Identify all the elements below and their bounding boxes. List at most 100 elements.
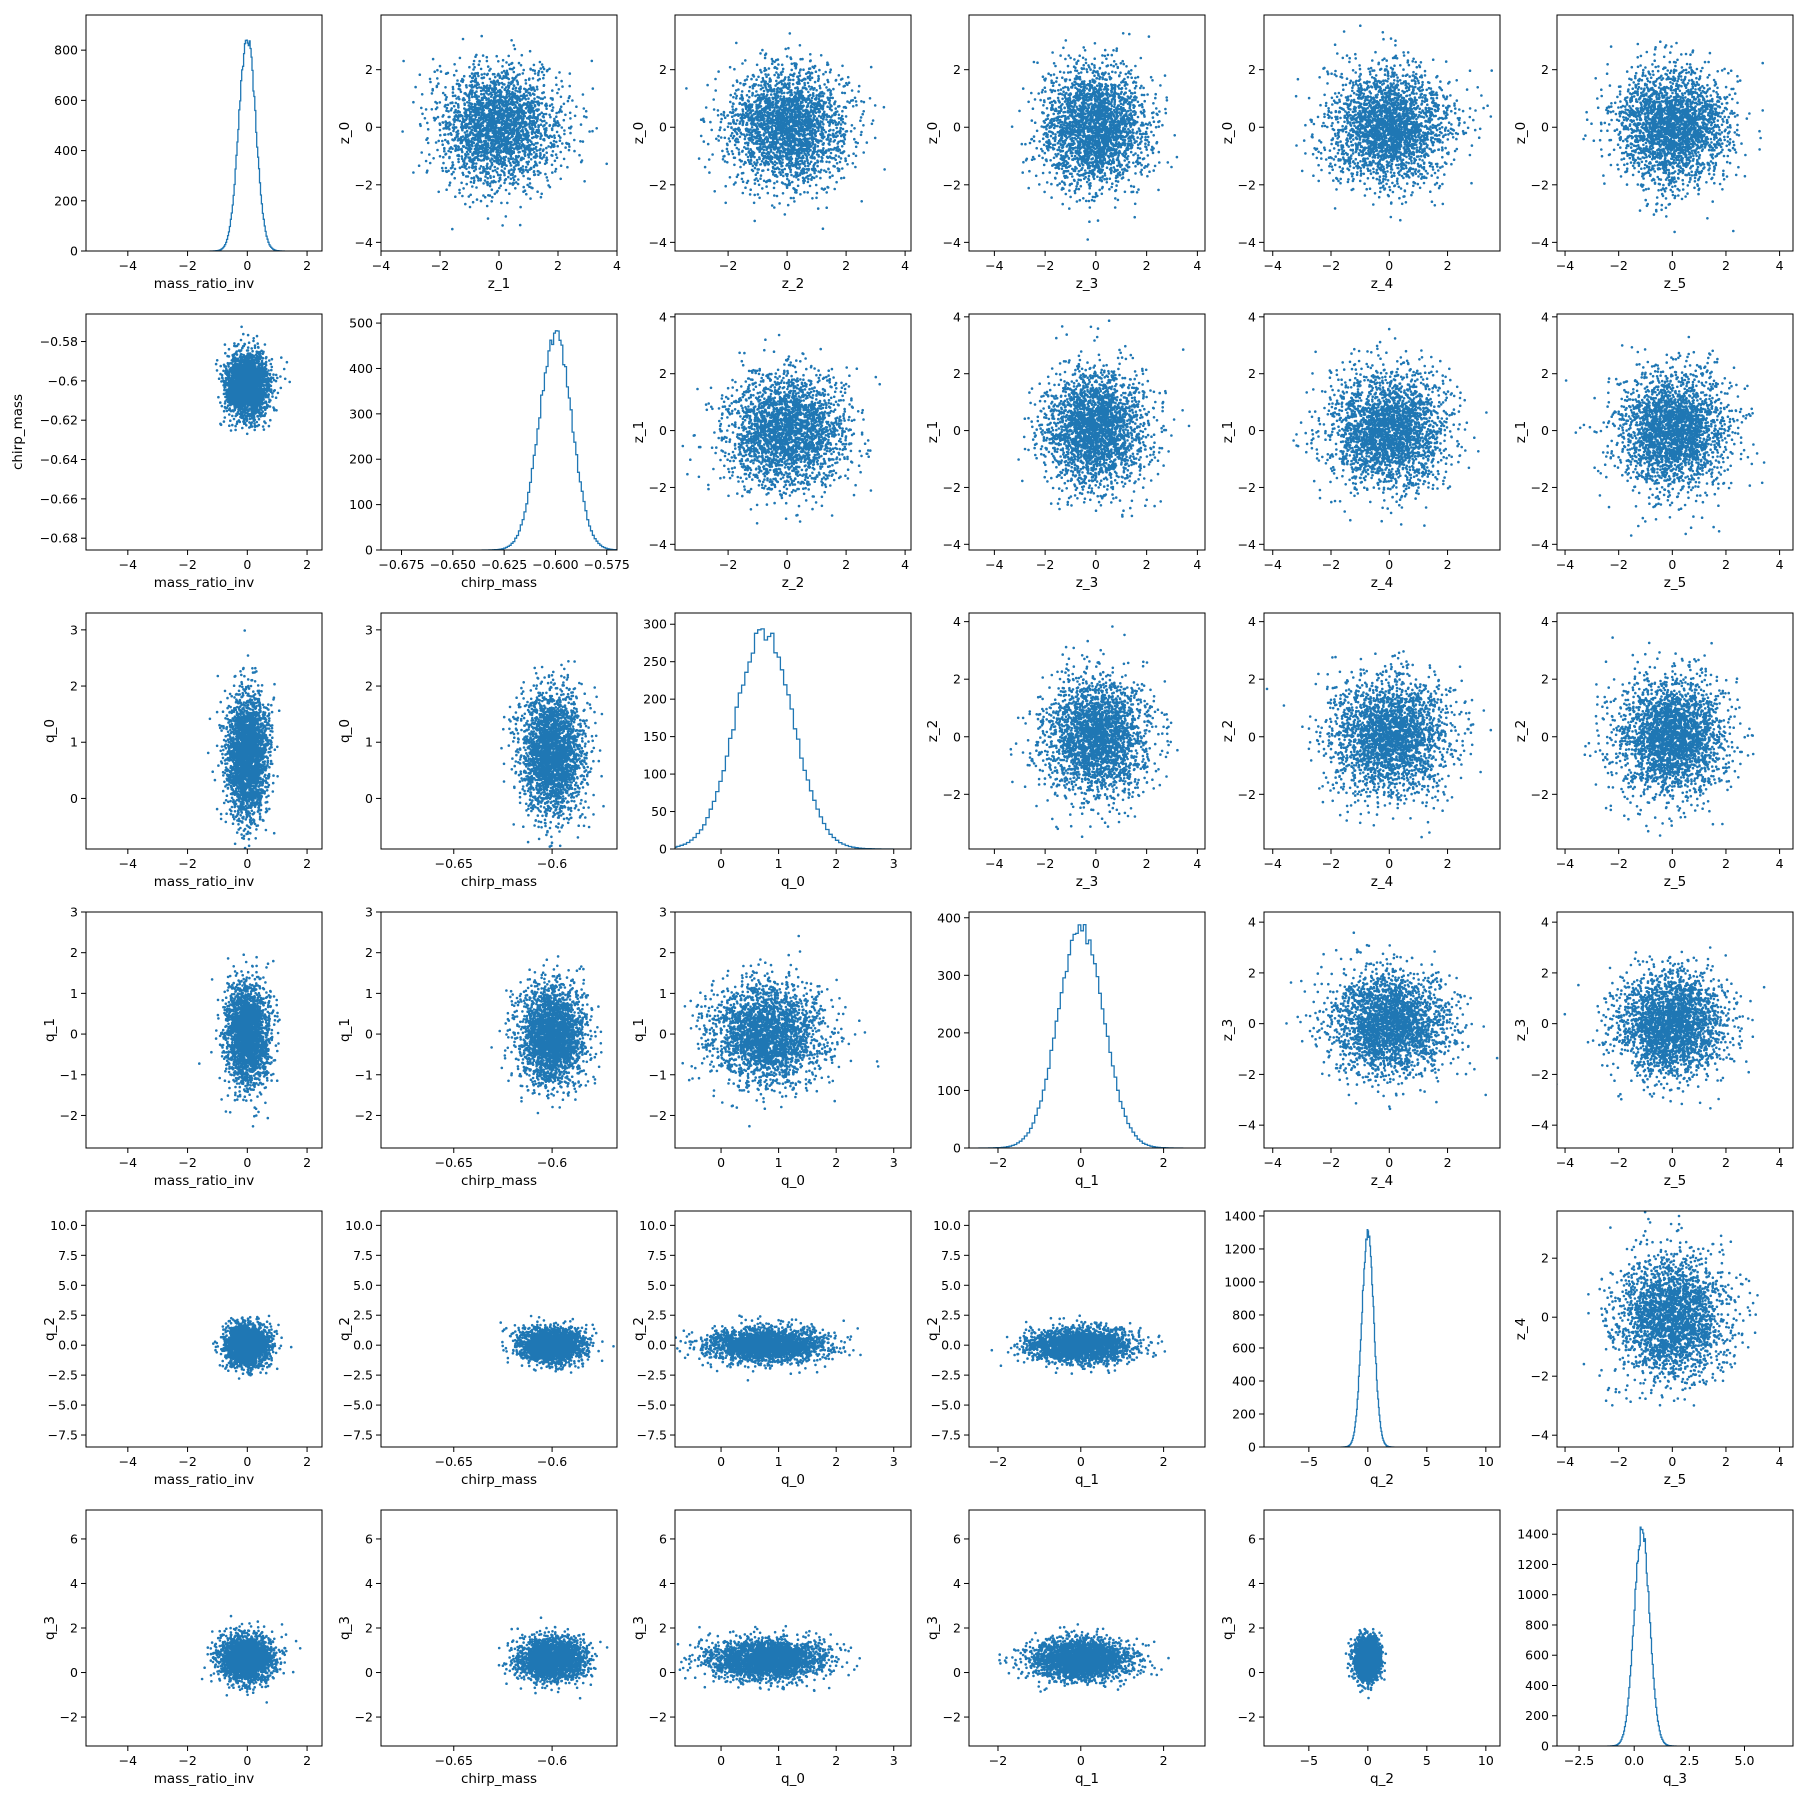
axes-frame (968, 14, 1206, 252)
y-tick-label: 4 (1541, 915, 1549, 930)
x-tick-label: 2 (842, 258, 850, 273)
y-tick-label: −4 (1238, 537, 1256, 552)
y-tick-label: 4 (953, 1576, 961, 1591)
x-tick-label: −0.6 (537, 1753, 567, 1768)
x-tick-label: −2 (1609, 1155, 1627, 1170)
y-tick-label: 4 (1541, 614, 1549, 629)
x-axis-label: mass_ratio_inv (154, 575, 254, 591)
x-tick-label: −4 (119, 1454, 137, 1469)
x-tick-label: −4 (1556, 258, 1574, 273)
y-tick-label: 6 (365, 1531, 373, 1546)
x-tick-label: 1 (775, 856, 783, 871)
x-tick-label: −4 (985, 557, 1003, 572)
y-tick-label: 0 (1248, 729, 1256, 744)
x-axis-label: z_4 (1371, 874, 1393, 890)
axes-frame (674, 911, 912, 1149)
y-tick-label: 400 (1525, 1678, 1549, 1693)
panel-r3-c2: 0 1 2 3 −2 −1 0 1 2 3 q_0 q_1 (631, 905, 912, 1189)
x-tick-label: 2 (1160, 1454, 1168, 1469)
x-tick-label: −0.65 (435, 1155, 473, 1170)
y-tick-label: 0 (1248, 1016, 1256, 1031)
x-tick-label: −0.600 (532, 557, 578, 572)
plot-area (209, 39, 285, 251)
x-tick-label: −0.575 (584, 557, 630, 572)
plot-area (198, 953, 281, 1128)
y-tick-label: 2 (1541, 1251, 1549, 1266)
x-tick-label: 0 (1385, 856, 1393, 871)
y-axis-label: z_1 (1513, 421, 1529, 443)
y-tick-label: 2.5 (58, 1308, 78, 1323)
x-axis-label: mass_ratio_inv (154, 1173, 254, 1189)
axes-frame (1263, 313, 1501, 551)
x-axis-label: chirp_mass (461, 1173, 537, 1189)
x-tick-label: −5 (1300, 1454, 1318, 1469)
y-tick-label: 2 (70, 679, 78, 694)
y-tick-label: 2 (1248, 1621, 1256, 1636)
scatter-points (1557, 946, 1766, 1110)
x-tick-label: 2 (1143, 557, 1151, 572)
y-tick-label: 10.0 (50, 1218, 78, 1233)
x-axis-label: q_3 (1663, 1771, 1687, 1787)
plot-area (978, 923, 1184, 1148)
plot-area (214, 325, 292, 436)
y-tick-label: −2 (60, 1710, 78, 1725)
plot-area (1017, 319, 1191, 518)
x-axis-label: z_2 (782, 276, 804, 292)
y-tick-label: 2 (1248, 965, 1256, 980)
y-tick-label: −2 (649, 177, 667, 192)
x-tick-label: −4 (119, 258, 137, 273)
x-tick-label: −2 (1609, 258, 1627, 273)
axes-frame (85, 612, 323, 850)
plot-area (206, 629, 281, 849)
y-tick-label: 6 (953, 1531, 961, 1546)
x-tick-label: −2 (1322, 1155, 1340, 1170)
y-axis-label: z_2 (925, 720, 941, 742)
x-axis-label: chirp_mass (461, 575, 537, 591)
y-tick-label: −2 (943, 787, 961, 802)
axes-frame (968, 1509, 1206, 1747)
plot-area (1344, 1627, 1388, 1700)
x-tick-label: 0 (717, 856, 725, 871)
y-tick-label: −0.68 (40, 531, 78, 546)
y-tick-label: 0 (365, 1665, 373, 1680)
y-tick-label: 4 (70, 1576, 78, 1591)
panel-r5-c4: −5 0 5 10 −2 0 2 4 6 q_2 q_3 (1220, 1509, 1501, 1787)
x-tick-label: 1 (775, 1454, 783, 1469)
x-tick-label: 0 (1668, 1155, 1676, 1170)
y-tick-label: 0 (70, 1665, 78, 1680)
x-tick-label: 2 (1722, 1454, 1730, 1469)
y-tick-label: 0.0 (941, 1338, 961, 1353)
y-tick-label: 0 (953, 423, 961, 438)
y-tick-label: 200 (643, 692, 667, 707)
x-tick-label: 0 (783, 557, 791, 572)
x-axis-label: z_4 (1371, 1173, 1393, 1189)
y-tick-label: 2 (1248, 672, 1256, 687)
plot-area (481, 330, 617, 550)
x-tick-label: −0.65 (435, 1454, 473, 1469)
x-axis-label: chirp_mass (461, 1771, 537, 1787)
scatter-points (200, 1614, 302, 1704)
y-tick-label: 50 (651, 804, 667, 819)
y-tick-label: 1200 (1224, 1241, 1256, 1256)
axes-frame (1556, 1509, 1794, 1747)
axes-frame (674, 14, 912, 252)
x-tick-label: −2 (431, 258, 449, 273)
y-tick-label: 0 (365, 1027, 373, 1042)
axes-frame (1556, 14, 1794, 252)
panel-r3-c1: −0.65 −0.6 −2 −1 0 1 2 3 chirp_mass q_1 (337, 905, 618, 1189)
plot-area (1341, 1229, 1395, 1447)
y-tick-label: 0 (953, 1141, 961, 1156)
x-tick-label: 0 (1668, 856, 1676, 871)
x-tick-label: −2 (1036, 557, 1054, 572)
x-tick-label: −2 (989, 1753, 1007, 1768)
axes-frame (380, 1509, 618, 1747)
y-tick-label: 200 (54, 193, 78, 208)
scatter-points (500, 660, 617, 848)
x-tick-label: 2 (1143, 258, 1151, 273)
y-tick-label: −2 (1531, 787, 1549, 802)
y-tick-label: −7.5 (931, 1428, 961, 1443)
panel-r0-c0: −4 −2 0 2 0 200 400 600 800 mass_ratio_inv (54, 14, 323, 292)
y-tick-label: 600 (1232, 1340, 1256, 1355)
axes-frame (1263, 1509, 1501, 1747)
y-tick-label: 0 (1541, 423, 1549, 438)
